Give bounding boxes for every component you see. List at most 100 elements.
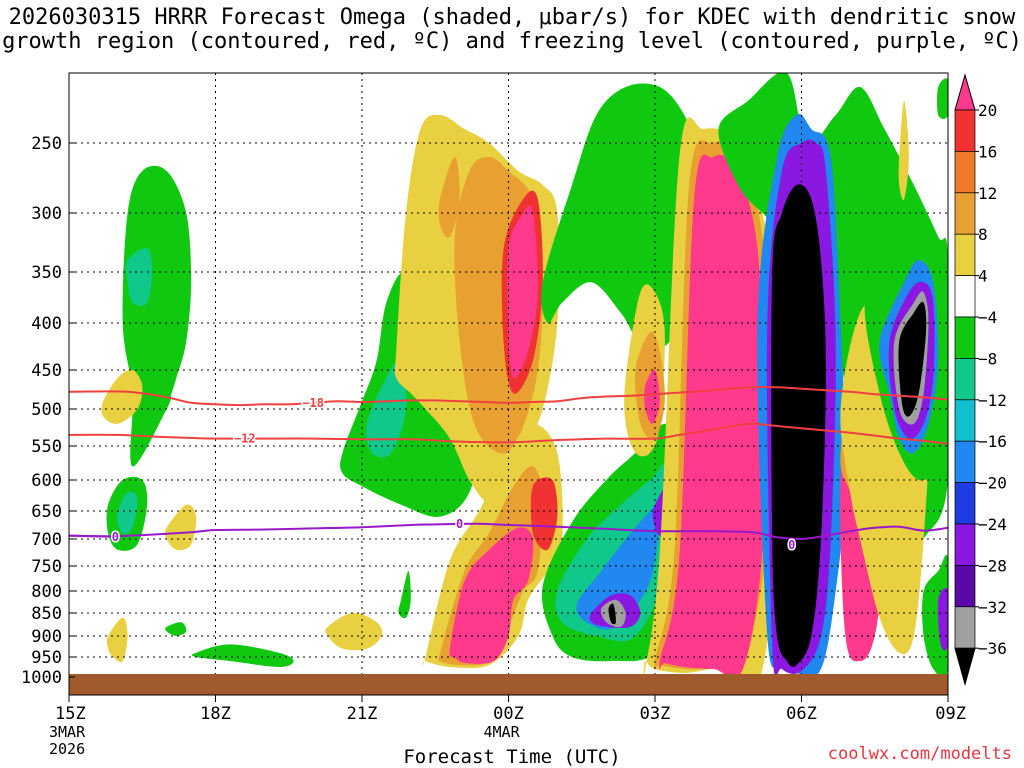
omega-green-left-950 — [191, 644, 294, 667]
omega-pink-2am — [644, 369, 660, 424]
omega-blue-mid-lower — [576, 499, 660, 630]
y-tick-label-800: 800 — [31, 582, 62, 602]
colorbar-label-8: −16 — [978, 432, 1007, 451]
credit-link[interactable]: coolwx.com/modelts — [827, 744, 1012, 764]
dendritic-minus18 — [69, 385, 948, 407]
omega-red-mid-lower — [530, 477, 558, 551]
omega-purple-right-lower — [937, 588, 948, 651]
freezing-0-lower-label: 0 — [112, 530, 119, 544]
x-date-4MAR: 4MAR — [484, 723, 521, 741]
y-tick-label-600: 600 — [31, 471, 62, 491]
omega-pink-mid-lower — [449, 527, 534, 664]
colorbar-bottom-arrow — [954, 647, 976, 687]
x-tick-label-09Z: 09Z — [935, 704, 966, 724]
colorbar: 20 16 12 8 4 −4 −8 −12 −16 −20 −24 −28 −32 −36 — [954, 73, 1007, 687]
colorbar-label-6: −8 — [978, 349, 997, 368]
omega-pink-mid — [507, 205, 538, 379]
y-tick-label-250: 250 — [31, 134, 62, 154]
omega-black-4am — [771, 184, 826, 667]
omega-green-far-left — [122, 165, 192, 467]
colorbar-swatch-4 — [954, 233, 976, 276]
colorbar-swatch-1 — [954, 109, 976, 152]
colorbar-swatch-11 — [954, 523, 976, 566]
y-tick-label-950: 950 — [31, 648, 62, 668]
x-axis-title: Forecast Time (UTC) — [403, 746, 621, 768]
colorbar-label-5: −4 — [978, 308, 997, 327]
omega-yellow-left-900 — [106, 617, 128, 663]
y-tick-label-850: 850 — [31, 604, 62, 624]
x-tick-label-03Z: 03Z — [640, 704, 671, 724]
y-tick-label-1000: 1000 — [21, 668, 62, 688]
omega-green-upper-right — [541, 83, 704, 349]
contour-lines: −18 −12 0 0 0 — [69, 385, 948, 553]
freezing-0-lower — [69, 534, 116, 538]
colorbar-label-13: −36 — [978, 639, 1007, 658]
omega-black-8am — [898, 301, 927, 417]
dendritic-minus12-label: −12 — [234, 432, 256, 446]
freezing-0 — [69, 522, 948, 541]
omega-pink-3am-column — [659, 154, 765, 678]
x-tick-label-06Z: 06Z — [786, 704, 817, 724]
x-tick-label-15Z: 15Z — [55, 704, 86, 724]
y-tick-label-700: 700 — [31, 530, 62, 550]
colorbar-label-0: 20 — [978, 101, 997, 120]
omega-orange-cap — [438, 157, 460, 238]
x-tick-label-00Z: 00Z — [493, 704, 524, 724]
colorbar-swatch-2 — [954, 151, 976, 194]
colorbar-swatch-6 — [954, 316, 976, 359]
y-tick-label-550: 550 — [31, 437, 62, 457]
x-tick-label-21Z: 21Z — [347, 704, 378, 724]
colorbar-swatch-13 — [954, 606, 976, 649]
colorbar-swatch-7 — [954, 358, 976, 401]
omega-cyan-left-600 — [116, 491, 138, 534]
y-tick-label-500: 500 — [31, 400, 62, 420]
title-line-2: growth region (contoured, red, ºC) and f… — [2, 29, 1022, 54]
y-tick-label-750: 750 — [31, 557, 62, 577]
omega-yellow-left-650 — [164, 504, 197, 551]
y-tick-label-300: 300 — [31, 204, 62, 224]
x-year-2026: 2026 — [49, 740, 85, 758]
colorbar-swatch-12 — [954, 565, 976, 608]
colorbar-label-3: 8 — [978, 225, 988, 244]
colorbar-swatch-8 — [954, 399, 976, 442]
omega-yellow-left — [101, 369, 143, 424]
omega-black-mid-lower — [608, 603, 616, 625]
colorbar-swatch-3 — [954, 192, 976, 235]
omega-cyan-far-left — [125, 248, 152, 306]
colorbar-label-11: −28 — [978, 556, 1007, 575]
omega-shading — [101, 73, 948, 685]
colorbar-top-arrow — [954, 73, 976, 111]
y-tick-label-650: 650 — [31, 502, 62, 522]
chart-title: 2026030315 HRRR Forecast Omega (shaded, … — [0, 6, 1024, 54]
title-line-1: 2026030315 HRRR Forecast Omega (shaded, … — [8, 5, 1016, 30]
dendritic-minus12 — [69, 422, 948, 445]
omega-cyan-mid — [366, 359, 407, 458]
omega-green-left-880 — [165, 622, 187, 636]
colorbar-label-12: −32 — [978, 598, 1007, 617]
colorbar-label-2: 12 — [978, 184, 997, 203]
colorbar-swatch-10 — [954, 482, 976, 525]
omega-green-21Z-800 — [398, 571, 411, 619]
colorbar-label-9: −20 — [978, 474, 1007, 493]
colorbar-label-10: −24 — [978, 515, 1007, 534]
colorbar-label-7: −12 — [978, 391, 1007, 410]
x-date-3MAR: 3MAR — [49, 723, 86, 741]
terrain-ground — [69, 674, 948, 695]
x-tick-label-18Z: 18Z — [200, 704, 231, 724]
omega-yellow-21Z-870 — [325, 612, 383, 651]
y-tick-label-900: 900 — [31, 627, 62, 647]
colorbar-label-1: 16 — [978, 142, 997, 161]
colorbar-swatch-9 — [954, 440, 976, 483]
y-tick-label-400: 400 — [31, 314, 62, 334]
dendritic-minus18-label: −18 — [302, 396, 324, 410]
omega-yellow-top-right — [898, 101, 909, 201]
y-tick-label-450: 450 — [31, 361, 62, 381]
colorbar-swatch-5 — [954, 275, 976, 318]
freezing-0-label: 0 — [456, 517, 463, 531]
colorbar-label-4: 4 — [978, 267, 988, 286]
y-tick-label-350: 350 — [31, 263, 62, 283]
omega-green-right-lower — [922, 554, 948, 679]
